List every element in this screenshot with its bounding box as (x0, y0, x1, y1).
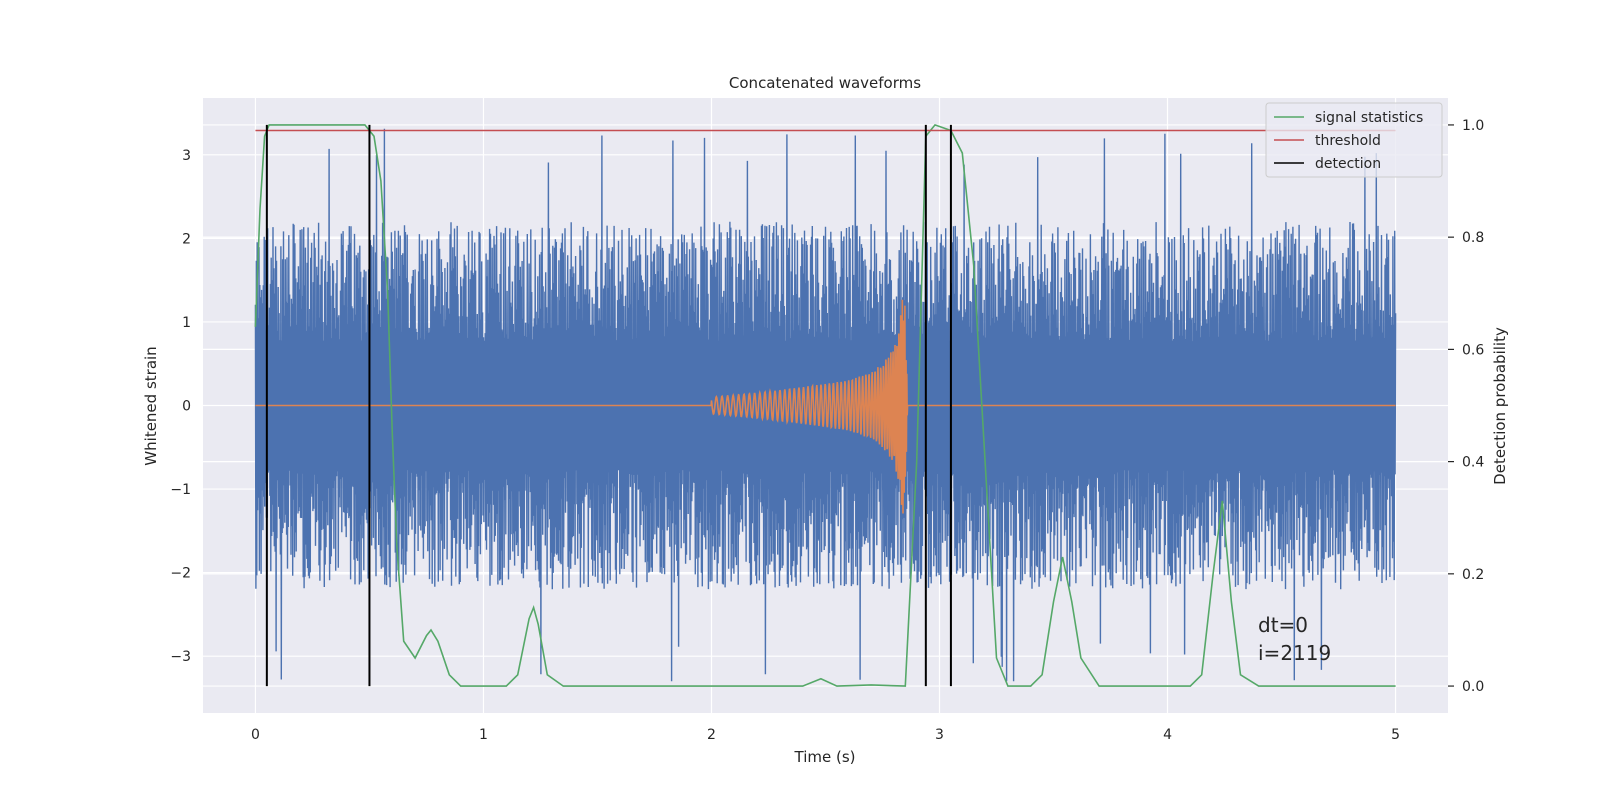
y-tick-label: 3 (182, 148, 191, 164)
y-right-tick-label: 1.0 (1462, 118, 1484, 134)
x-tick-label: 0 (251, 727, 260, 743)
y-axis-right: 0.0 0.2 0.4 0.6 0.8 1.0 (1448, 118, 1484, 695)
x-tick-label: 2 (707, 727, 716, 743)
x-tick-label: 1 (479, 727, 488, 743)
x-tick-label: 5 (1391, 727, 1400, 743)
y-tick-label: −3 (170, 649, 191, 665)
legend-label-detection: detection (1315, 156, 1381, 172)
y-tick-label: 0 (182, 399, 191, 415)
y-right-tick-label: 0.0 (1462, 679, 1484, 695)
y-tick-label: 2 (182, 231, 191, 247)
y-right-tick-label: 0.2 (1462, 567, 1484, 583)
y-right-tick-label: 0.4 (1462, 455, 1484, 471)
y-tick-label: −1 (170, 482, 191, 498)
y-axis-left: −3 −2 −1 0 1 2 3 (170, 148, 191, 665)
y-right-tick-label: 0.8 (1462, 230, 1484, 246)
detection-lines (265, 124, 952, 687)
legend-box (1265, 102, 1443, 178)
y-tick-label: −2 (170, 566, 191, 582)
chart-title: Concatenated waveforms (729, 74, 921, 92)
annotation-dt: dt=0 (1258, 613, 1308, 637)
x-tick-label: 3 (935, 727, 944, 743)
x-axis: 0 1 2 3 4 5 (251, 727, 1400, 743)
y-axis-right-label: Detection probability (1491, 327, 1509, 485)
template-line (255, 299, 1396, 514)
y-right-tick-label: 0.6 (1462, 342, 1484, 358)
legend-label-signal-statistics: signal statistics (1315, 110, 1423, 126)
y-axis-label: Whitened strain (142, 346, 160, 465)
whitened-strain-line (254, 128, 1397, 682)
legend-label-threshold: threshold (1315, 133, 1381, 149)
y-tick-label: 1 (182, 315, 191, 331)
legend: signal statistics threshold detection (1265, 102, 1443, 178)
annotation-index: i=2119 (1258, 641, 1331, 665)
signal-statistics-line (254, 123, 1396, 687)
x-axis-label: Time (s) (794, 748, 856, 766)
x-tick-label: 4 (1163, 727, 1172, 743)
